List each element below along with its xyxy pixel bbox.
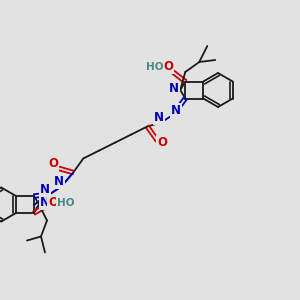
Text: N: N: [154, 111, 164, 124]
Text: N: N: [171, 104, 181, 117]
Text: N: N: [40, 183, 50, 196]
Text: N: N: [54, 175, 64, 188]
Text: HO: HO: [57, 198, 75, 208]
Text: N: N: [40, 196, 50, 209]
Text: HO: HO: [146, 62, 163, 73]
Text: O: O: [157, 136, 167, 149]
Text: O: O: [48, 196, 58, 208]
Text: O: O: [163, 60, 173, 73]
Text: N: N: [169, 82, 179, 94]
Text: O: O: [48, 157, 58, 170]
